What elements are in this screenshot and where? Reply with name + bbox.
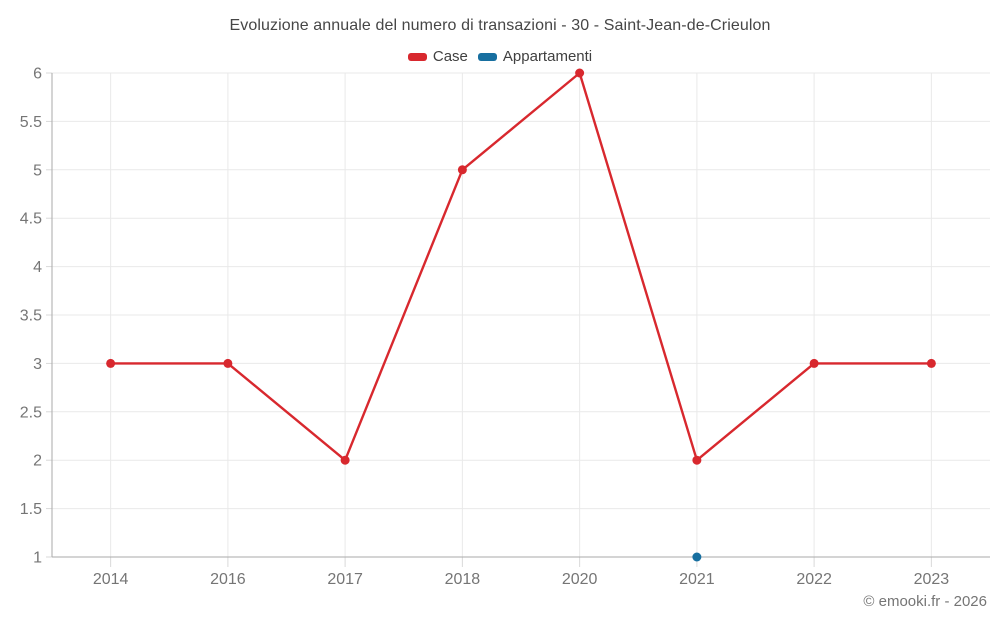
svg-text:6: 6 (33, 66, 42, 83)
legend-item-case[interactable]: Case (407, 48, 468, 65)
svg-text:3: 3 (33, 356, 42, 373)
legend-swatch-appartamenti-icon (477, 52, 497, 61)
svg-text:2022: 2022 (796, 571, 832, 588)
svg-text:2: 2 (33, 453, 42, 470)
svg-text:2014: 2014 (93, 571, 129, 588)
svg-text:2023: 2023 (914, 571, 950, 588)
legend-label-case: Case (432, 48, 468, 65)
svg-text:2020: 2020 (562, 571, 598, 588)
svg-text:2021: 2021 (679, 571, 715, 588)
svg-text:5: 5 (33, 162, 42, 179)
svg-text:2018: 2018 (445, 571, 481, 588)
svg-text:5.5: 5.5 (20, 114, 42, 131)
svg-text:3.5: 3.5 (20, 308, 42, 325)
svg-text:2016: 2016 (210, 571, 246, 588)
watermark: © emooki.fr - 2026 (863, 593, 987, 610)
legend-swatch-case-icon (407, 52, 427, 61)
svg-text:2017: 2017 (327, 571, 363, 588)
svg-text:4.5: 4.5 (20, 211, 42, 228)
svg-text:2.5: 2.5 (20, 404, 42, 421)
legend-item-appartamenti[interactable]: Appartamenti (477, 48, 593, 65)
svg-text:1.5: 1.5 (20, 501, 42, 518)
svg-text:1: 1 (33, 550, 42, 567)
svg-text:4: 4 (33, 259, 42, 276)
chart-title: Evoluzione annuale del numero di transaz… (229, 17, 771, 34)
legend-label-appartamenti: Appartamenti (502, 48, 593, 65)
legend: Case Appartamenti (0, 48, 1000, 65)
